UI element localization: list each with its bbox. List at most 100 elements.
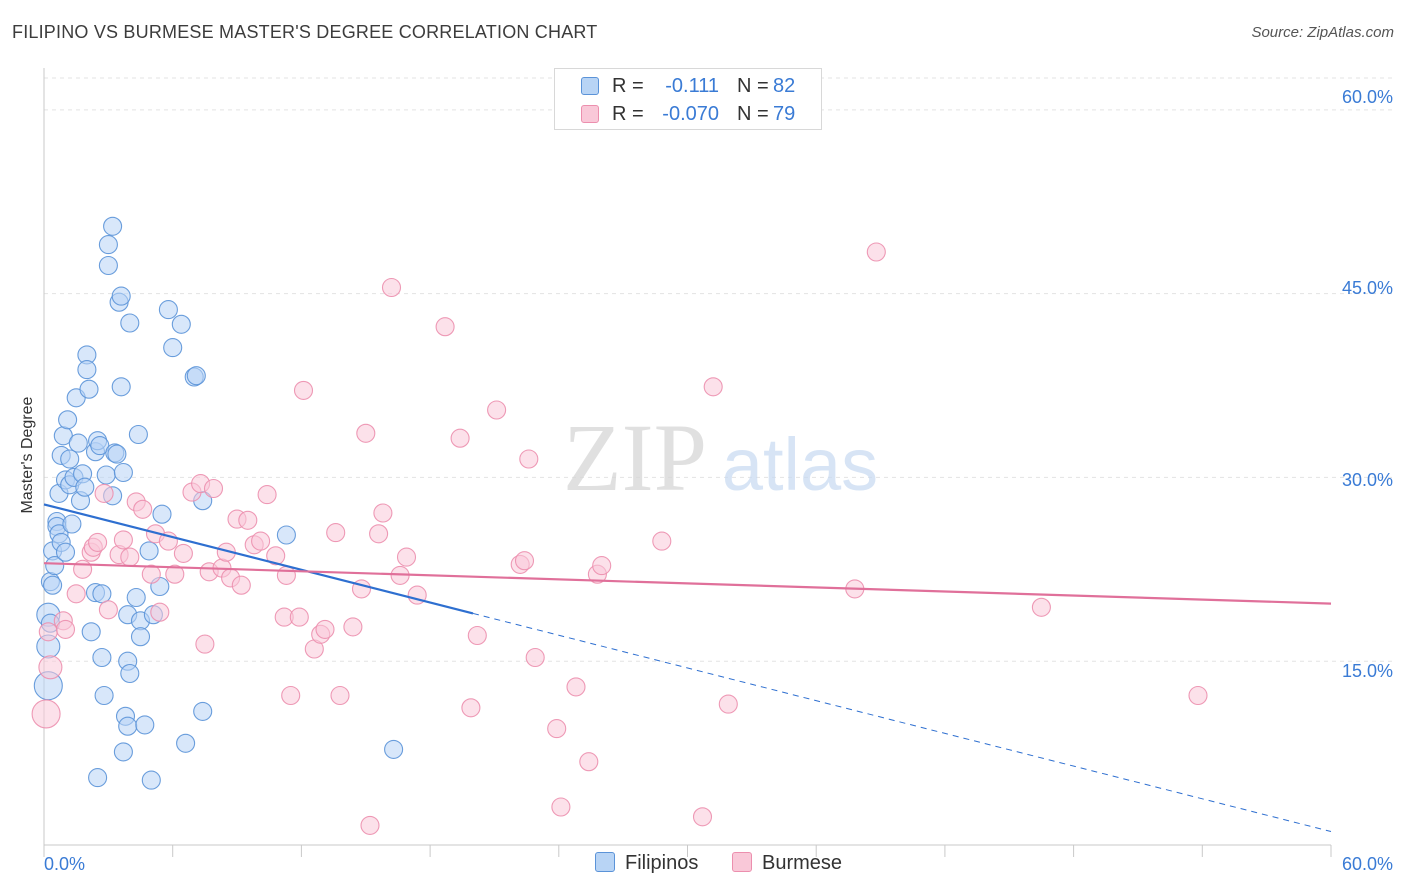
filipinos-point (163, 338, 183, 358)
burmese-point (579, 752, 599, 772)
burmese-point (289, 607, 309, 627)
burmese-point (38, 622, 58, 642)
filipinos-point (176, 733, 196, 753)
filipinos-point (139, 541, 159, 561)
burmese-point (373, 503, 393, 523)
burmese-point (592, 556, 612, 576)
filipinos-point (111, 377, 131, 397)
burmese-point (450, 428, 470, 448)
filipinos-n-value: 82 (773, 75, 796, 97)
filipinos-point (55, 542, 76, 562)
burmese-point (88, 532, 108, 552)
filipinos-point (88, 768, 108, 788)
burmese-point (547, 719, 567, 739)
filipinos-point (79, 379, 99, 399)
legend-item-burmese[interactable]: Burmese (732, 852, 842, 875)
source-attribution: Source: ZipAtlas.com (1251, 24, 1394, 41)
burmese-point (566, 677, 586, 697)
y-tick-label-15: 15.0% (1342, 661, 1393, 681)
filipinos-point (118, 716, 138, 736)
filipinos-point (94, 685, 114, 706)
burmese-point (203, 478, 224, 499)
trend-lines (43, 503, 1332, 833)
filipinos-point (68, 433, 88, 453)
stats-row-burmese: R = -0.070 N = 79 (555, 100, 821, 128)
r-label: R = (612, 75, 644, 97)
legend-filipinos-swatch (595, 852, 615, 872)
filipinos-point (103, 216, 123, 236)
burmese-point (487, 400, 507, 420)
filipinos-point (92, 584, 112, 604)
burmese-point (120, 547, 140, 567)
filipinos-point (135, 715, 155, 735)
burmese-point (525, 647, 545, 668)
stats-row-filipinos: R = -0.111 N = 82 (555, 72, 821, 100)
burmese-point (266, 546, 286, 566)
filipinos-point (58, 410, 78, 430)
burmese-point (1031, 597, 1051, 617)
y-tick-label-30: 30.0% (1342, 470, 1393, 490)
filipinos-r-value: -0.111 (665, 75, 719, 97)
x-tick-label-max: 60.0% (1342, 854, 1393, 874)
burmese-point (31, 699, 61, 729)
burmese-point (94, 483, 114, 503)
watermark-atlas: atlas (722, 423, 878, 506)
burmese-point (231, 575, 251, 595)
data-points (31, 216, 1208, 835)
burmese-point (369, 524, 389, 544)
burmese-point (55, 619, 76, 639)
filipinos-point (62, 514, 82, 534)
legend-burmese-label: Burmese (762, 852, 843, 874)
burmese-point (98, 600, 118, 620)
burmese-point (293, 380, 314, 400)
filipinos-swatch (581, 77, 599, 95)
burmese-point (381, 277, 402, 298)
filipinos-point (111, 286, 131, 306)
burmese-point (133, 499, 153, 519)
filipinos-point (141, 770, 161, 790)
burmese-point (276, 565, 296, 585)
burmese-point (326, 523, 346, 543)
burmese-point (356, 423, 376, 443)
burmese-point (73, 559, 93, 579)
filipinos-trend-extension (472, 612, 1332, 833)
burmese-point (692, 807, 713, 827)
x-tick-label-min: 0.0% (44, 854, 85, 874)
burmese-point (461, 698, 481, 718)
filipinos-point (120, 313, 140, 333)
filipinos-trend-line (43, 503, 474, 615)
tick-labels: 0.0% 60.0% 15.0% 30.0% 45.0% 60.0% (44, 87, 1393, 874)
filipinos-point (75, 477, 95, 497)
burmese-point (165, 564, 185, 584)
gridlines (44, 77, 1393, 662)
burmese-point (38, 655, 63, 680)
n-label: N = (737, 103, 769, 125)
burmese-point (343, 617, 363, 637)
filipinos-point (158, 300, 178, 320)
burmese-r-value: -0.070 (662, 103, 719, 125)
burmese-point (435, 317, 455, 337)
filipinos-point (193, 701, 213, 721)
filipinos-point (81, 622, 101, 642)
filipinos-point (60, 449, 80, 469)
chart-title: FILIPINO VS BURMESE MASTER'S DEGREE CORR… (12, 22, 598, 42)
axes (43, 68, 1332, 857)
burmese-point (150, 602, 170, 622)
burmese-point (66, 584, 86, 604)
burmese-point (866, 242, 886, 262)
filipinos-point (120, 663, 140, 684)
burmese-point (195, 634, 215, 654)
burmese-point (396, 547, 417, 567)
burmese-point (1188, 685, 1208, 706)
filipinos-point (43, 575, 63, 595)
burmese-point (238, 510, 258, 530)
burmese-point (257, 485, 277, 505)
filipinos-point (98, 255, 118, 276)
filipinos-point (113, 742, 133, 762)
burmese-point (251, 531, 271, 551)
burmese-point (141, 564, 161, 584)
burmese-swatch (581, 105, 599, 123)
burmese-point (551, 797, 571, 817)
legend-item-filipinos[interactable]: Filipinos (595, 852, 698, 875)
